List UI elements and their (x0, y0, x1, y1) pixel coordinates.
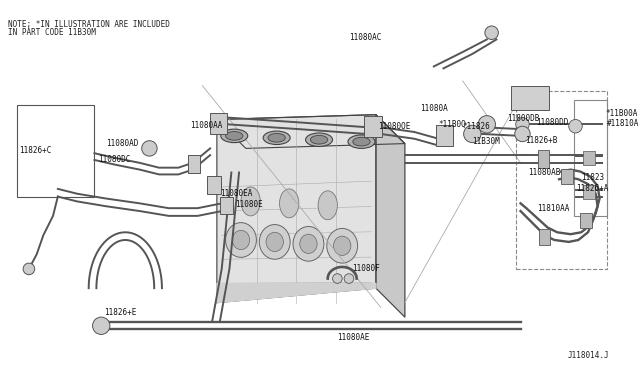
Text: 11080A: 11080A (420, 105, 448, 113)
Text: 11800DB: 11800DB (507, 114, 540, 123)
Text: 11080AB: 11080AB (528, 168, 561, 177)
Ellipse shape (300, 234, 317, 253)
Bar (220, 197, 233, 214)
Ellipse shape (333, 236, 351, 256)
Ellipse shape (241, 187, 260, 216)
Bar (210, 113, 227, 134)
Ellipse shape (225, 222, 257, 257)
Bar (573, 100, 607, 216)
Bar (436, 125, 453, 147)
Text: *11B0Q: *11B0Q (438, 120, 467, 129)
Ellipse shape (305, 133, 333, 147)
Text: 11B30M: 11B30M (472, 137, 500, 146)
Ellipse shape (266, 232, 284, 251)
Circle shape (344, 274, 354, 283)
Text: IN PART CODE 11B30M: IN PART CODE 11B30M (8, 28, 95, 37)
Polygon shape (217, 283, 376, 303)
Bar (580, 213, 592, 228)
Circle shape (485, 26, 499, 39)
Bar (583, 151, 595, 165)
Circle shape (515, 126, 530, 142)
Text: 11080EA: 11080EA (220, 189, 252, 198)
Circle shape (478, 116, 495, 133)
Bar (207, 176, 221, 194)
Ellipse shape (221, 129, 248, 142)
Bar (583, 185, 595, 199)
Ellipse shape (348, 135, 375, 148)
Circle shape (569, 119, 582, 133)
Text: 11080OE: 11080OE (378, 122, 410, 131)
Text: *11B00A: *11B00A (605, 109, 637, 118)
Text: 11080E: 11080E (236, 200, 263, 209)
Bar (511, 86, 550, 110)
Text: 11826+C: 11826+C (19, 146, 52, 155)
Text: 11826+E: 11826+E (104, 308, 136, 317)
Circle shape (516, 118, 529, 131)
Ellipse shape (232, 230, 250, 250)
Text: 11080AE: 11080AE (337, 333, 370, 342)
Text: 11080AD: 11080AD (106, 139, 138, 148)
Ellipse shape (280, 189, 299, 218)
Text: J118014.J: J118014.J (568, 352, 609, 360)
Text: 11080AC: 11080AC (349, 33, 381, 42)
Bar (539, 230, 550, 245)
Circle shape (333, 274, 342, 283)
Bar (538, 150, 550, 168)
Text: 11080DC: 11080DC (99, 154, 131, 164)
Bar (561, 169, 573, 184)
Bar (364, 116, 381, 137)
Polygon shape (217, 115, 405, 148)
Ellipse shape (259, 225, 290, 259)
Circle shape (23, 263, 35, 275)
Polygon shape (376, 115, 405, 317)
Text: 11080AA: 11080AA (190, 121, 222, 130)
Text: 11823: 11823 (581, 173, 604, 182)
Text: 11826+A: 11826+A (577, 185, 609, 193)
Ellipse shape (263, 131, 290, 145)
Ellipse shape (293, 227, 324, 261)
Ellipse shape (327, 228, 358, 263)
Ellipse shape (268, 134, 285, 142)
Text: #11810A: #11810A (607, 119, 639, 128)
Text: 11080DD: 11080DD (536, 118, 568, 127)
Ellipse shape (310, 135, 328, 144)
Circle shape (93, 317, 110, 334)
Ellipse shape (225, 132, 243, 140)
Ellipse shape (353, 137, 370, 146)
Bar (17, 105, 95, 197)
Text: 11826+B: 11826+B (525, 136, 557, 145)
Polygon shape (217, 115, 376, 303)
Ellipse shape (318, 191, 337, 220)
Bar (188, 155, 200, 173)
Text: 11810AA: 11810AA (537, 204, 570, 213)
Circle shape (141, 141, 157, 156)
Text: 11080F: 11080F (352, 264, 380, 273)
Bar (516, 90, 607, 269)
Text: *11826: *11826 (463, 122, 490, 131)
Text: NOTE; *IN ILLUSTRATION ARE INCLUDED: NOTE; *IN ILLUSTRATION ARE INCLUDED (8, 20, 170, 29)
Circle shape (463, 125, 481, 142)
